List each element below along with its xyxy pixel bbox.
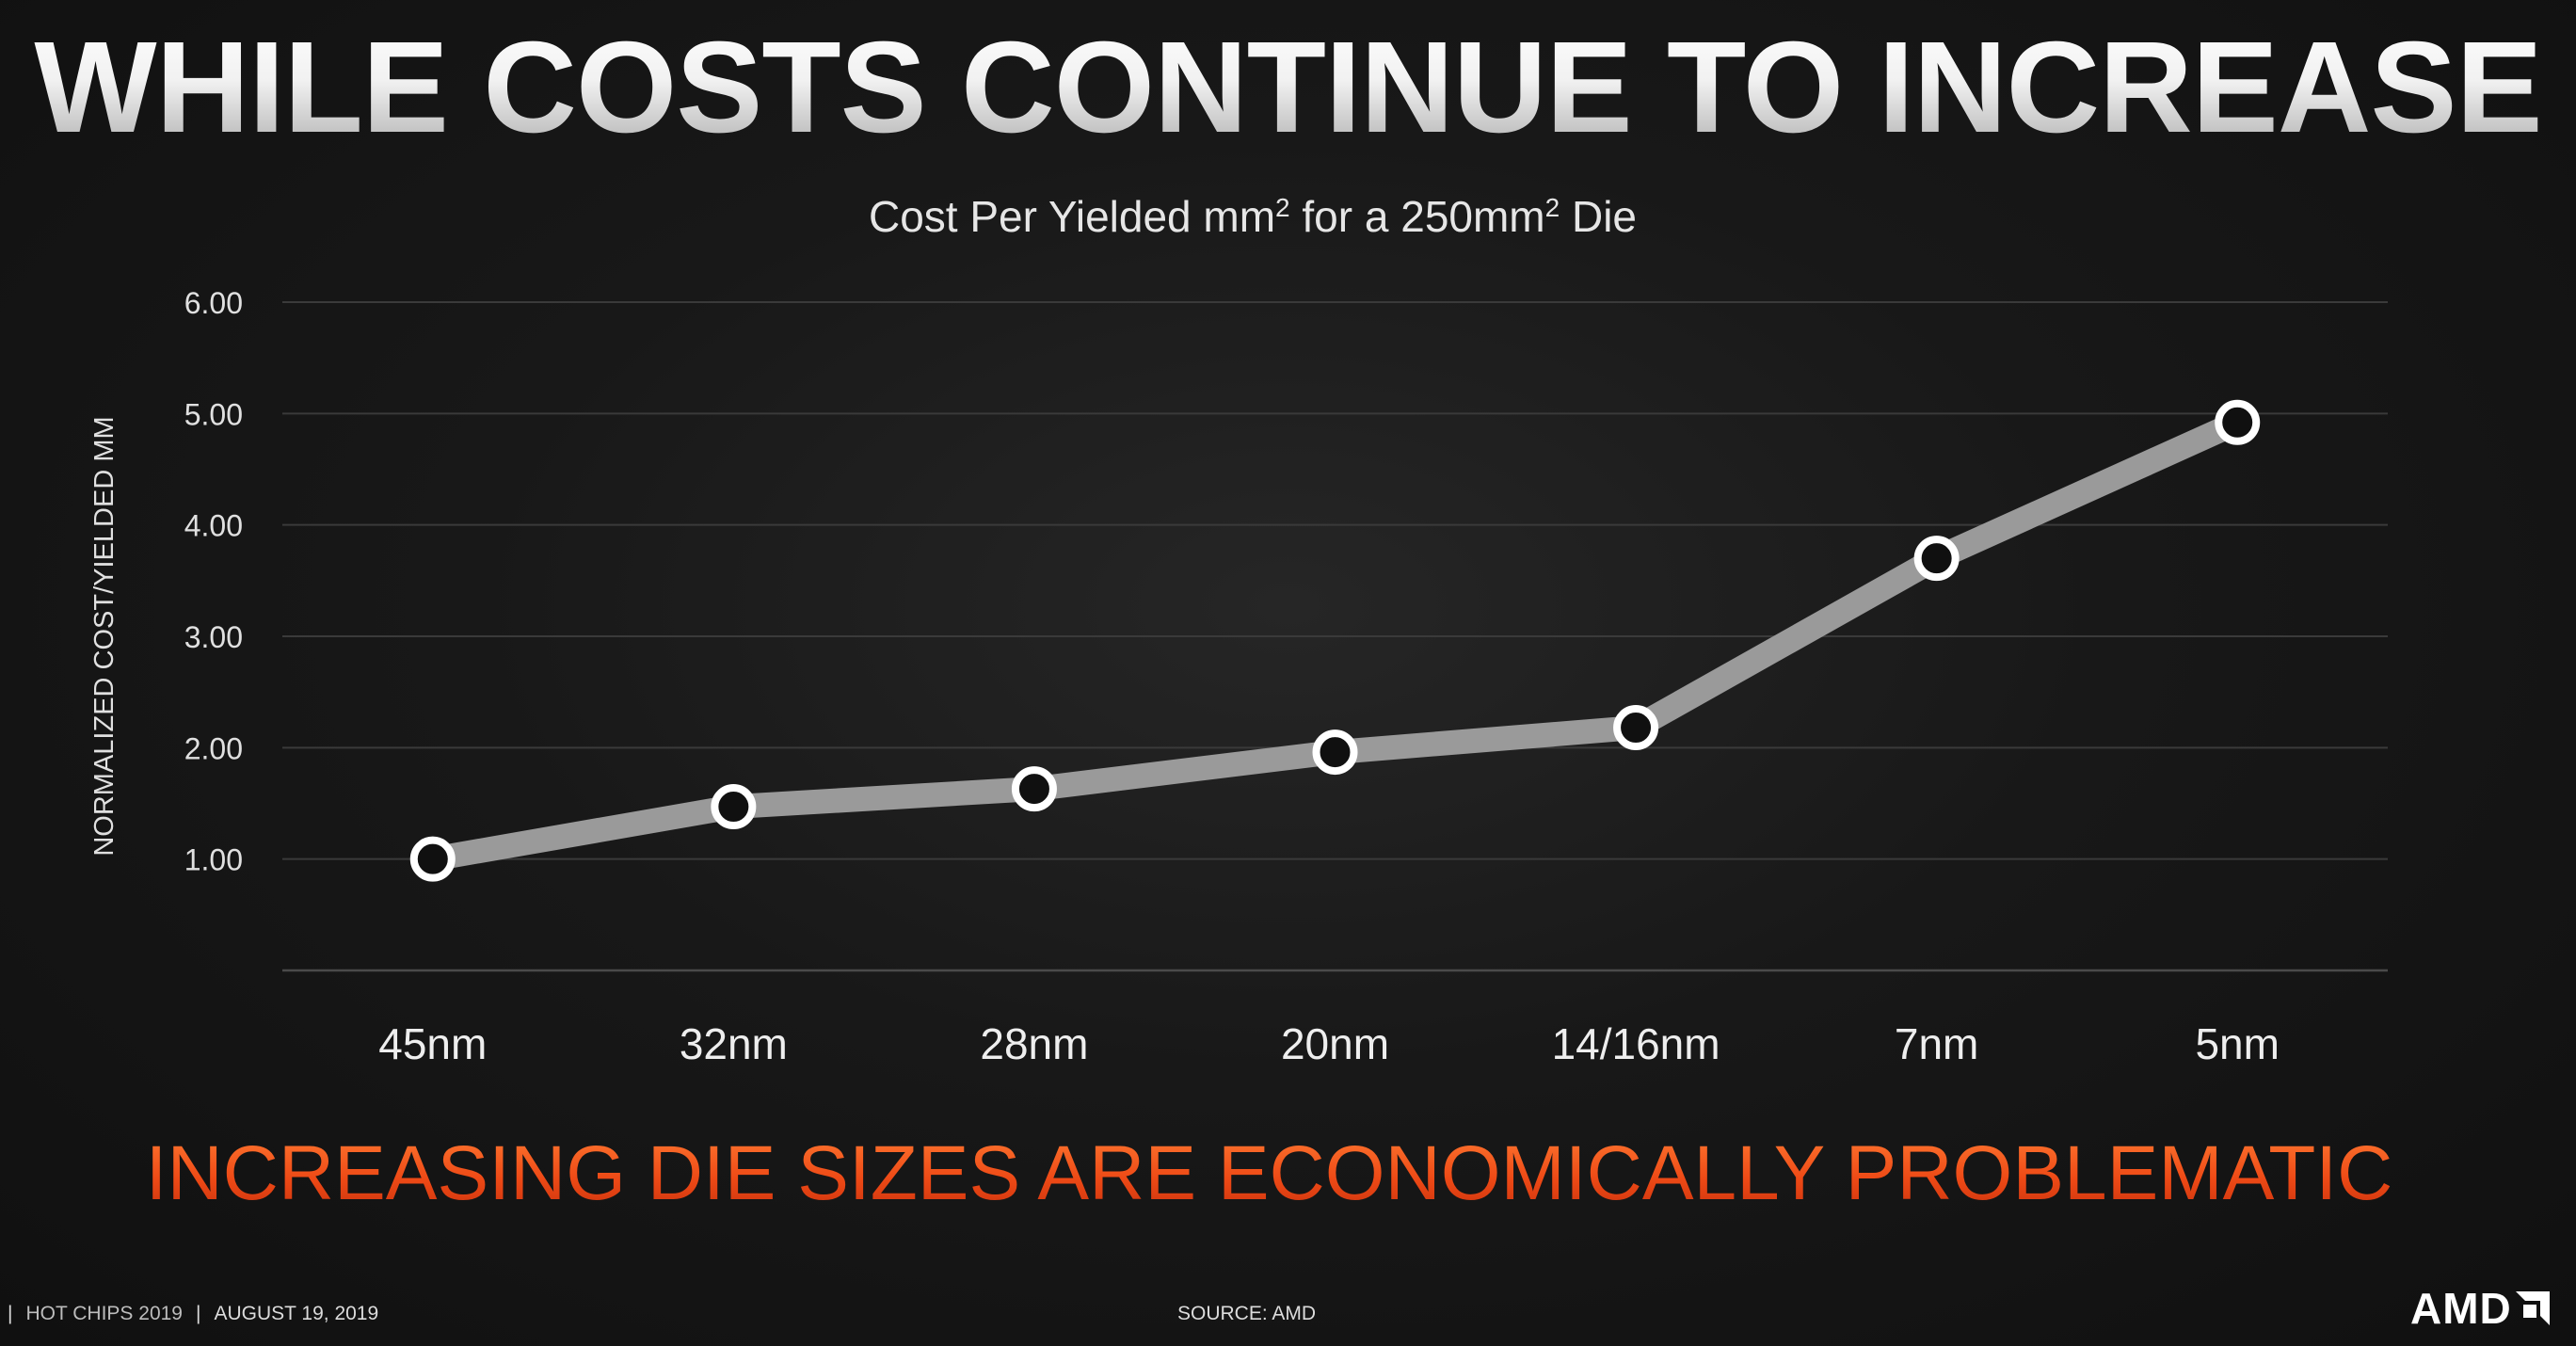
data-point-7nm	[1913, 536, 1960, 582]
footer-source: SOURCE: AMD	[1177, 1303, 1317, 1324]
amd-arrow-icon	[2515, 1291, 2550, 1325]
x-tick-label: 7nm	[1895, 1019, 1978, 1068]
chart-title-part: Die	[1560, 192, 1638, 241]
y-tick-labels: 6.00 5.00 4.00 3.00 2.00 1.00	[184, 286, 243, 877]
data-point-5nm	[2215, 399, 2261, 445]
footer-separator: |	[8, 1303, 13, 1324]
data-point-28nm	[1011, 766, 1057, 812]
tagline: INCREASING DIE SIZES ARE ECONOMICALLY PR…	[0, 1130, 2557, 1218]
data-point-14-16nm	[1613, 705, 1659, 751]
x-tick-label: 20nm	[1281, 1019, 1389, 1068]
y-axis-label-group: NORMALIZED COST/YIELDED MM	[89, 416, 120, 856]
chart-title-part: Cost Per Yielded mm	[868, 192, 1276, 241]
x-tick-labels: 45nm 32nm 28nm 20nm 14/16nm 7nm 5nm	[378, 1019, 2280, 1068]
x-tick-label: 5nm	[2195, 1019, 2279, 1068]
x-tick-label: 45nm	[378, 1019, 487, 1068]
footer-event-info: | HOT CHIPS 2019 | AUGUST 19, 2019	[8, 1303, 392, 1325]
series-cost	[430, 410, 2243, 872]
data-point-32nm	[711, 784, 757, 830]
grid-lines	[282, 301, 2388, 972]
y-tick-label: 5.00	[184, 397, 243, 431]
amd-logo-text: AMD	[2410, 1284, 2512, 1333]
y-tick-label: 6.00	[184, 286, 243, 320]
data-point-45nm	[409, 836, 456, 882]
chart-title-superscript: 2	[1544, 193, 1560, 222]
footer-separator: |	[195, 1303, 201, 1324]
data-points	[409, 399, 2261, 882]
footer-event: HOT CHIPS 2019	[25, 1303, 183, 1324]
data-point-20nm	[1312, 729, 1358, 776]
x-tick-label: 32nm	[680, 1019, 788, 1068]
chart-title-superscript: 2	[1275, 193, 1290, 222]
y-tick-label: 2.00	[184, 731, 243, 765]
chart-title: Cost Per Yielded mm2 for a 250mm2 Die	[0, 191, 2505, 242]
y-axis-label: NORMALIZED COST/YIELDED MM	[89, 416, 120, 856]
amd-logo: AMD	[2410, 1284, 2550, 1333]
y-tick-label: 4.00	[184, 509, 243, 543]
chart-title-part: for a 250mm	[1289, 192, 1545, 241]
y-tick-label: 1.00	[184, 843, 243, 877]
footer-date: AUGUST 19, 2019	[214, 1303, 379, 1324]
y-tick-label: 3.00	[184, 620, 243, 654]
slide-title: WHILE COSTS CONTINUE TO INCREASE	[0, 13, 2576, 163]
x-tick-label: 28nm	[980, 1019, 1088, 1068]
series-line	[430, 410, 2243, 872]
x-tick-label: 14/16nm	[1552, 1019, 1720, 1068]
